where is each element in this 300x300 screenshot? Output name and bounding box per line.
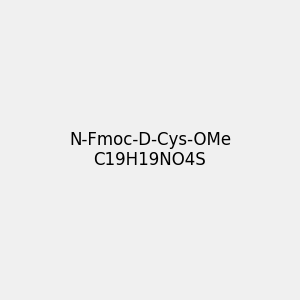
Text: N-Fmoc-D-Cys-OMe
C19H19NO4S: N-Fmoc-D-Cys-OMe C19H19NO4S	[69, 130, 231, 170]
